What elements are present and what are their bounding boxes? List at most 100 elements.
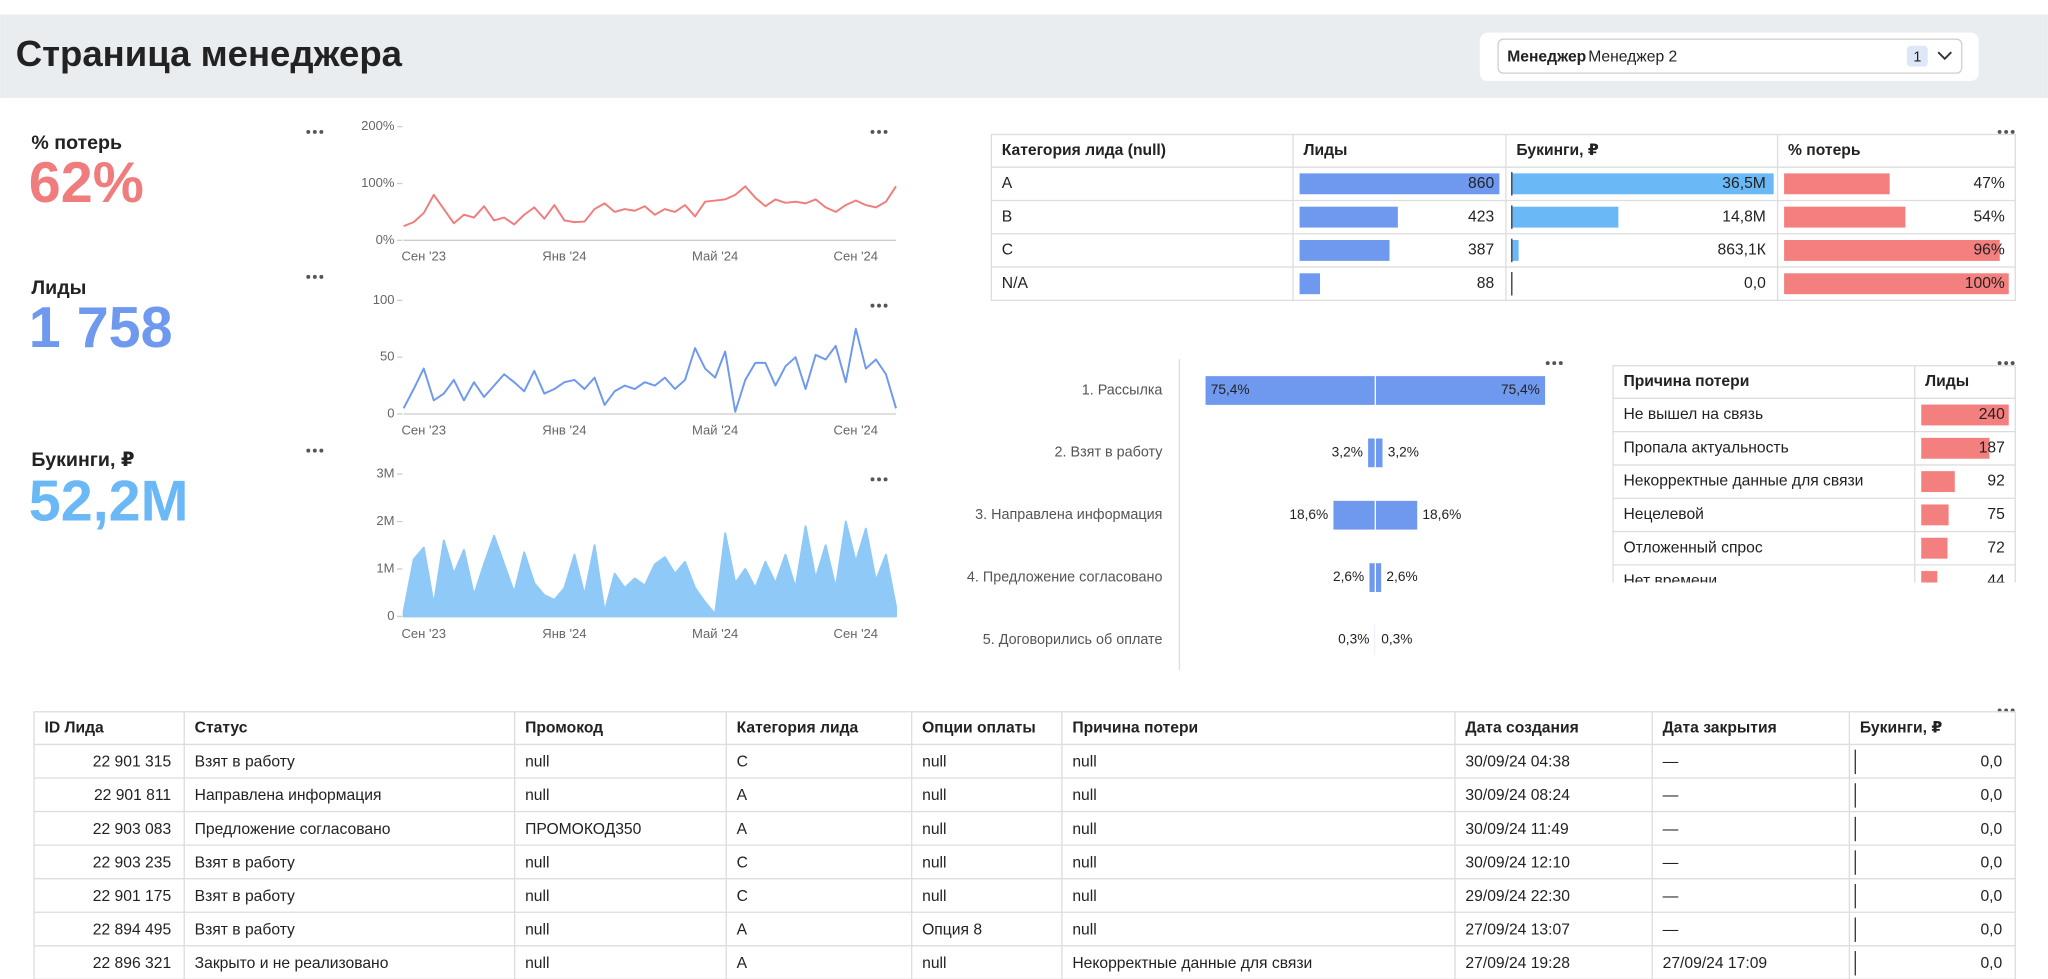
cell-value: 100%: [1965, 275, 2005, 292]
dot: [877, 130, 881, 134]
menu-dots[interactable]: [1998, 361, 2015, 365]
cell: 0,0: [1980, 821, 2002, 838]
bar: [1784, 173, 1890, 194]
cell: null: [525, 854, 549, 871]
cell-value: 44: [1987, 573, 2005, 590]
x-tick-label: Май '24: [692, 422, 738, 437]
menu-dots[interactable]: [871, 304, 888, 308]
column-header: ID Лида: [44, 719, 104, 736]
category: N/A: [1002, 275, 1029, 292]
selector-value: Менеджер 2: [1588, 49, 1677, 66]
menu-dots[interactable]: [306, 130, 323, 134]
category: A: [1002, 175, 1013, 192]
menu-dots[interactable]: [306, 275, 323, 279]
y-tick-label: 1M: [376, 560, 394, 575]
value-label: 3,2%: [1332, 444, 1363, 459]
column-header: Дата закрытия: [1663, 719, 1777, 736]
cell-value: 72: [1987, 539, 2004, 556]
dot: [871, 304, 875, 308]
cell: 0,0: [1980, 955, 2002, 972]
reason: Пропала актуальность: [1623, 439, 1788, 456]
reason: Некорректные данные для связи: [1623, 473, 1863, 490]
cell: null: [525, 754, 549, 771]
cell: Взят в работу: [195, 754, 295, 771]
cell: null: [922, 955, 946, 972]
dot: [313, 275, 317, 279]
cell: 22 903 083: [93, 821, 172, 838]
bar: [1921, 471, 1955, 492]
cell: A: [737, 787, 748, 804]
menu-dots[interactable]: [306, 449, 323, 453]
cell: null: [922, 821, 946, 838]
selector-label: Менеджер: [1507, 49, 1586, 66]
x-tick-label: Сен '24: [834, 626, 879, 641]
cell: ПРОМОКОД350: [525, 821, 642, 838]
menu-dots[interactable]: [1998, 130, 2015, 134]
cell: 27/09/24 19:28: [1465, 955, 1570, 972]
manager-selector[interactable]: Менеджер Менеджер 2 1: [1498, 39, 1962, 73]
cell: 0,0: [1980, 754, 2002, 771]
dot: [884, 130, 888, 134]
cell: Закрыто и не реализовано: [195, 955, 389, 972]
dot: [877, 304, 881, 308]
menu-dots[interactable]: [1546, 361, 1563, 365]
dot: [313, 130, 317, 134]
dot: [877, 477, 881, 481]
value-label: 2,6%: [1333, 569, 1364, 584]
y-tick-label: 0: [387, 608, 394, 623]
kpi-value: 1 758: [29, 296, 173, 360]
cell: —: [1663, 787, 1679, 804]
column-header: Категория лида (null): [1002, 142, 1166, 159]
cell: Взят в работу: [195, 888, 295, 905]
funnel-bar: [1368, 438, 1375, 467]
x-tick-label: Сен '24: [834, 249, 879, 264]
x-tick-label: Май '24: [692, 249, 738, 264]
y-tick-label: 200%: [361, 118, 395, 133]
x-tick-label: Май '24: [692, 626, 738, 641]
column-header: Лиды: [1925, 373, 1969, 390]
cell: null: [1072, 821, 1096, 838]
funnel-bar: [1369, 563, 1375, 592]
bar: [1784, 240, 2000, 261]
cell: 0,0: [1980, 787, 2002, 804]
cell: 22 901 811: [94, 787, 171, 804]
reason: Нецелевой: [1623, 506, 1703, 523]
dot: [2004, 361, 2008, 365]
line: [404, 186, 896, 226]
cell: —: [1663, 754, 1679, 771]
selector-count: 1: [1913, 49, 1921, 65]
cell: null: [1072, 787, 1096, 804]
cell: Взят в работу: [195, 921, 295, 938]
cell: —: [1663, 821, 1679, 838]
column-header: Букинги, ₽: [1860, 719, 1943, 736]
cell: null: [525, 921, 549, 938]
value-label: 0,3%: [1338, 632, 1369, 647]
y-tick-label: 0: [387, 405, 394, 420]
menu-dots[interactable]: [871, 477, 888, 481]
cell: null: [1072, 854, 1096, 871]
x-tick-label: Сен '23: [401, 626, 446, 641]
dot: [319, 275, 323, 279]
column-header: Опции оплаты: [922, 719, 1036, 736]
dot: [306, 130, 310, 134]
kpi-value: 52,2M: [29, 470, 189, 534]
cell: 29/09/24 22:30: [1465, 888, 1570, 905]
x-tick-label: Янв '24: [542, 422, 586, 437]
cell: 30/09/24 12:10: [1465, 854, 1570, 871]
cell: null: [1072, 754, 1096, 771]
bar: [1300, 273, 1320, 294]
menu-dots[interactable]: [871, 130, 888, 134]
cell-value: 860: [1468, 175, 1494, 192]
cell-value: 387: [1468, 242, 1494, 259]
dot: [2011, 130, 2015, 134]
cell: Предложение согласовано: [195, 821, 391, 838]
cell: 22 901 315: [93, 754, 172, 771]
column-header: Дата создания: [1465, 719, 1578, 736]
funnel-bar: [1333, 501, 1375, 530]
cell: C: [737, 888, 748, 905]
dot: [306, 449, 310, 453]
cell: 30/09/24 11:49: [1465, 821, 1568, 838]
cell: —: [1663, 854, 1679, 871]
cell-value: 187: [1979, 439, 2005, 456]
